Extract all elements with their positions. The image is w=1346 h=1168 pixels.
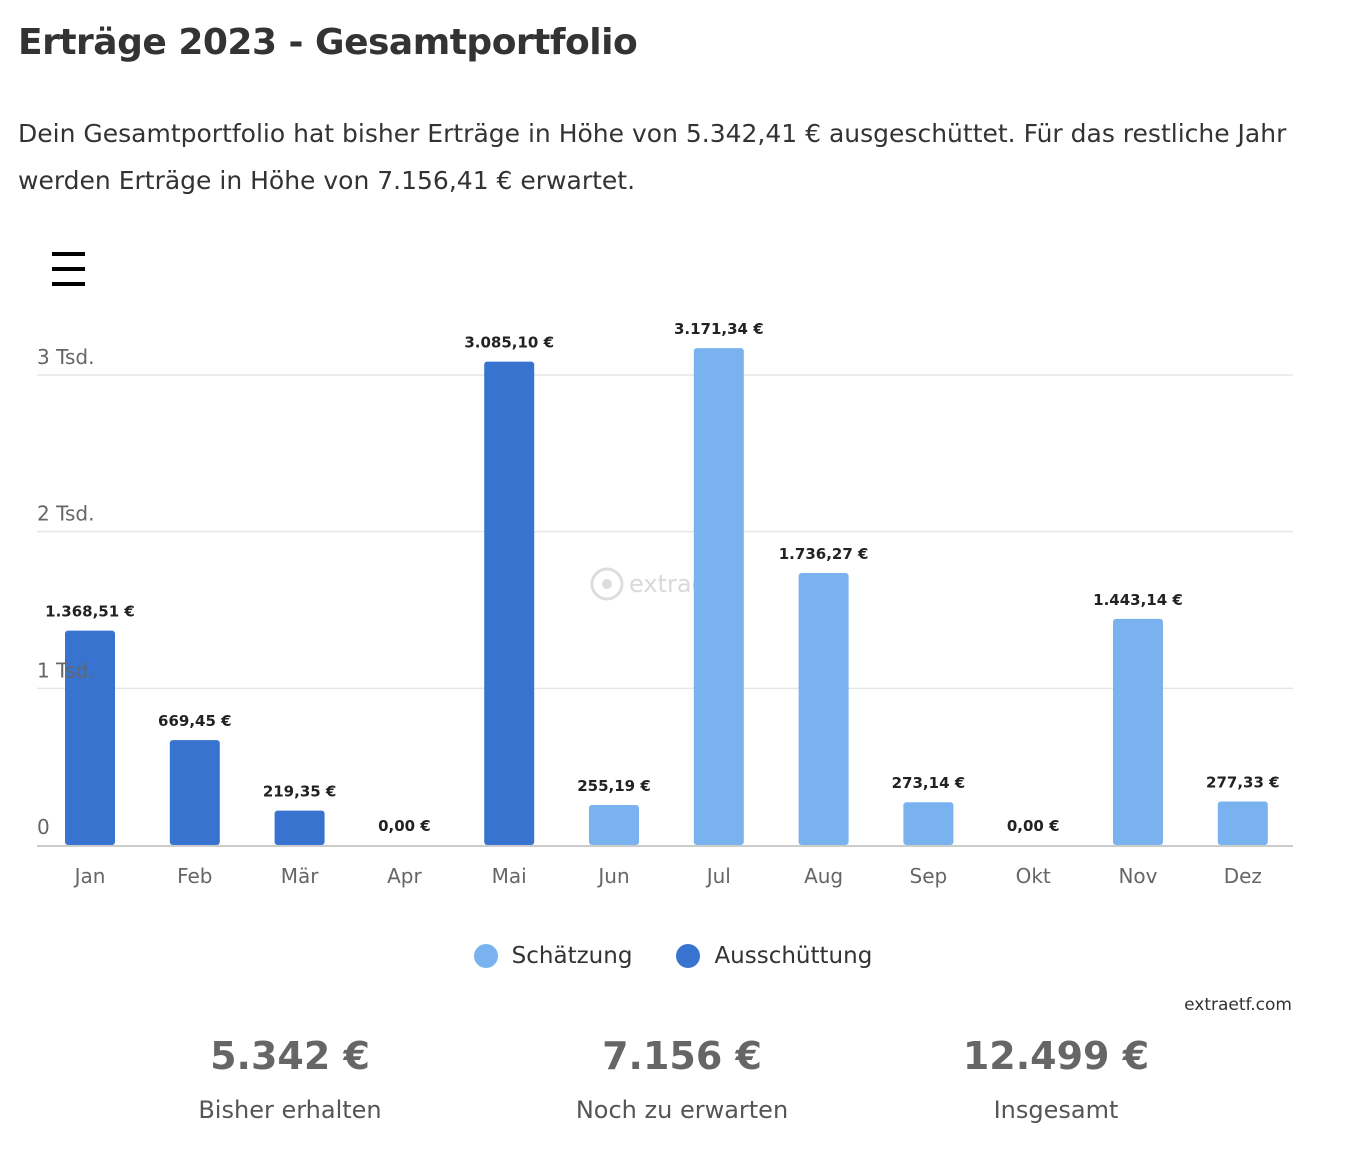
bar-feb[interactable] — [169, 740, 220, 845]
bar-sep[interactable] — [903, 802, 954, 845]
bar-jun[interactable] — [589, 805, 639, 845]
stat-expected-label: Noch zu erwarten — [575, 1096, 789, 1124]
x-tick-label: Jul — [705, 864, 731, 888]
bar-value-label: 1.443,14 € — [1093, 591, 1183, 609]
x-tick-label: Aug — [804, 864, 843, 888]
y-tick-label: 2 Tsd. — [37, 502, 94, 526]
stat-total-value: 12.499 € — [962, 1034, 1150, 1078]
bar-value-label: 1.368,51 € — [45, 603, 135, 621]
x-tick-label: Jun — [596, 864, 629, 888]
chart-credit[interactable]: extraetf.com — [1184, 995, 1292, 1015]
bar-value-label: 277,33 € — [1206, 774, 1280, 792]
bar-mai[interactable] — [484, 361, 535, 845]
bar-jul[interactable] — [693, 348, 744, 845]
legend-dot-schaetzung — [473, 944, 498, 968]
grid-lines — [37, 374, 1293, 690]
legend-item-ausschuettung[interactable]: Ausschüttung — [676, 943, 872, 969]
intro-text: Dein Gesamtportfolio hat bisher Erträge … — [18, 119, 1287, 195]
x-axis: Jan Feb Mär Apr Mai Jun Jul Aug Sep Okt Nov Dez — [37, 845, 1293, 888]
summary-stats: 5.342 € Bisher erhalten 7.156 € Noch zu … — [0, 1030, 1346, 1140]
x-tick-label: Dez — [1224, 864, 1262, 888]
x-tick-label: Mai — [492, 864, 527, 888]
stat-received: 5.342 € Bisher erhalten — [90, 1030, 490, 1124]
legend-dot-ausschuettung — [676, 944, 701, 968]
bar-value-label: 0,00 € — [378, 817, 431, 835]
menu-line — [52, 282, 85, 286]
bar-value-label: 219,35 € — [263, 783, 337, 801]
stat-expected-value: 7.156 € — [602, 1034, 762, 1078]
stat-total: 12.499 € Insgesamt — [856, 1030, 1256, 1124]
page-title: Erträge 2023 - Gesamtportfolio — [18, 22, 638, 63]
x-tick-label: Mär — [281, 864, 320, 888]
bar-value-label: 3.171,34 € — [674, 320, 764, 338]
bar-dez[interactable] — [1217, 801, 1268, 845]
bar-value-label: 273,14 € — [892, 774, 966, 792]
bar-jan[interactable] — [65, 630, 115, 845]
bar-nov[interactable] — [1113, 618, 1163, 845]
bars: 1.368,51 € 669,45 € 219,35 € 0,00 € 3.085,10… — [45, 320, 1280, 845]
x-tick-label: Okt — [1016, 864, 1051, 888]
stat-received-label: Bisher erhalten — [198, 1096, 382, 1124]
x-tick-label: Apr — [387, 864, 422, 888]
bar-aug[interactable] — [798, 572, 849, 845]
y-tick-label: 3 Tsd. — [37, 345, 94, 369]
stat-received-value: 5.342 € — [210, 1034, 370, 1078]
legend-label-ausschuettung: Ausschüttung — [714, 943, 873, 969]
y-tick-label: 1 Tsd. — [37, 658, 94, 682]
bar-chart: extraetf 1.368,51 €669,45 €219,35 €0,00 … — [37, 320, 1293, 888]
x-tick-label: Nov — [1118, 864, 1157, 888]
stat-total-label: Insgesamt — [993, 1096, 1119, 1124]
bar-value-label: 255,19 € — [577, 777, 651, 795]
menu-line — [52, 267, 85, 271]
hamburger-menu-icon[interactable] — [46, 244, 92, 294]
bar-value-label: 3.085,10 € — [464, 334, 554, 352]
legend-item-schaetzung[interactable]: Schätzung — [473, 943, 633, 969]
stat-expected: 7.156 € Noch zu erwarten — [482, 1030, 882, 1124]
bar-value-label: 669,45 € — [158, 712, 232, 730]
x-tick-label: Sep — [910, 864, 948, 888]
bar-value-label: 1.736,27 € — [779, 545, 869, 563]
legend-label-schaetzung: Schätzung — [511, 943, 633, 969]
x-tick-label: Jan — [73, 864, 106, 888]
y-axis: 0 1 Tsd. 2 Tsd. 3 Tsd. — [37, 345, 94, 839]
legend: Schätzung Ausschüttung — [0, 936, 1346, 976]
y-tick-label: 0 — [37, 815, 50, 839]
x-tick-label: Feb — [177, 864, 212, 888]
menu-line — [52, 252, 85, 256]
bar-mär[interactable] — [274, 810, 325, 845]
bar-value-label: 0,00 € — [1007, 817, 1060, 835]
